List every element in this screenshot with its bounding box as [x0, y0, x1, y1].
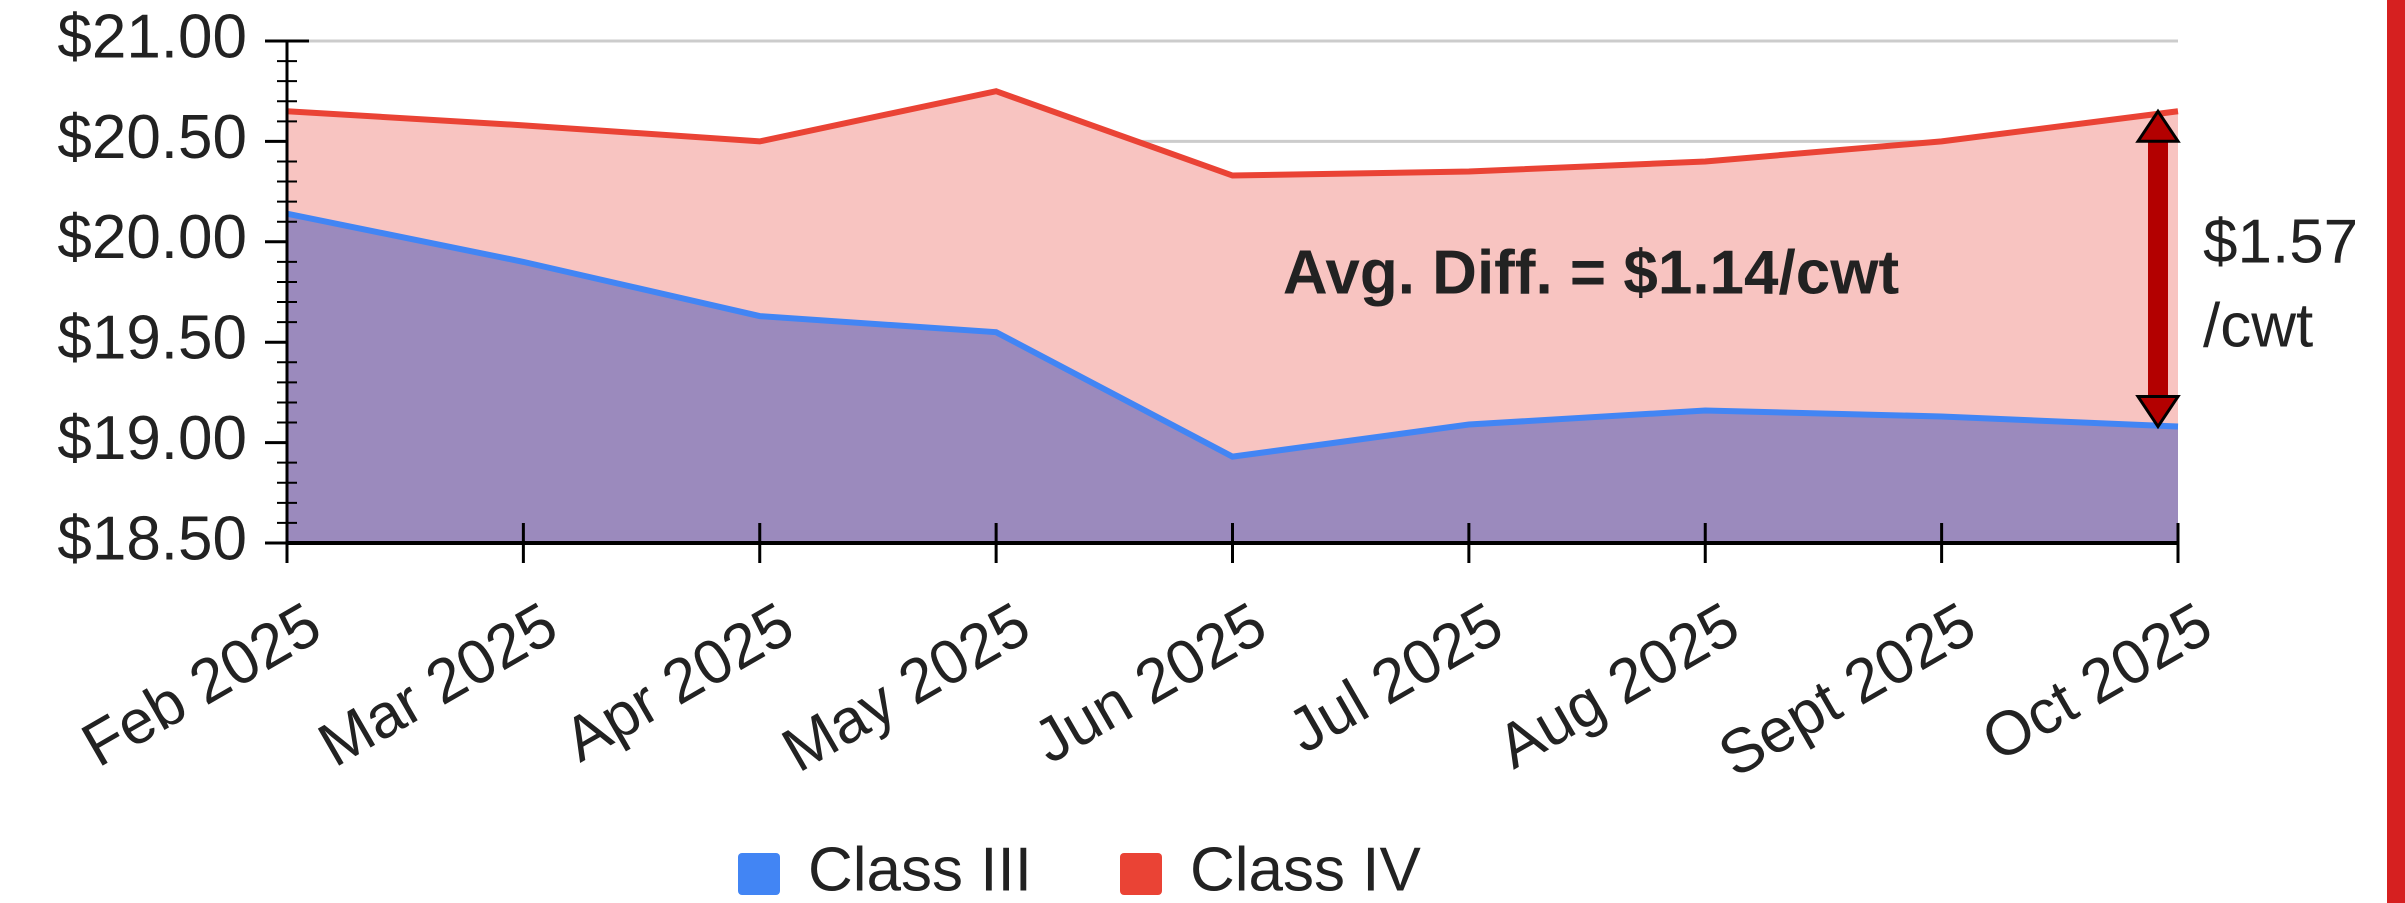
x-tick-label: Jun 2025: [1022, 590, 1277, 777]
y-tick-label: $18.50: [57, 504, 247, 573]
y-tick-label: $20.00: [57, 203, 247, 272]
y-tick-label: $19.00: [57, 404, 247, 473]
y-tick-label: $21.00: [57, 2, 247, 71]
x-tick-label: Jul 2025: [1277, 590, 1515, 767]
x-tick-label: Sept 2025: [1707, 590, 1986, 791]
y-tick-label: $20.50: [57, 103, 247, 172]
line: [286, 210, 2179, 460]
x-tick-label: May 2025: [771, 590, 1041, 786]
line: [286, 88, 2179, 179]
x-tick-label: Feb 2025: [71, 590, 332, 781]
annotation: Avg. Diff. = $1.14/cwt: [1283, 238, 1899, 307]
x-tick-label: Mar 2025: [307, 590, 568, 781]
legend-swatch: [738, 853, 780, 895]
legend-label: Class IV: [1190, 835, 1421, 903]
arrow-head: [2135, 395, 2181, 430]
x-tick-label: Oct 2025: [1971, 590, 2223, 776]
edge-bar: [2387, 0, 2405, 903]
area: [287, 213, 2178, 544]
difference-label: /cwt: [2203, 291, 2313, 360]
arrow-head: [2135, 108, 2181, 143]
x-tick-label: Apr 2025: [553, 590, 805, 776]
legend-swatch: [1120, 853, 1162, 895]
x-tick-label: Aug 2025: [1486, 590, 1750, 782]
difference-label: $1.57: [2203, 207, 2358, 276]
y-tick-label: $19.50: [57, 304, 247, 373]
legend-label: Class III: [808, 835, 1032, 903]
